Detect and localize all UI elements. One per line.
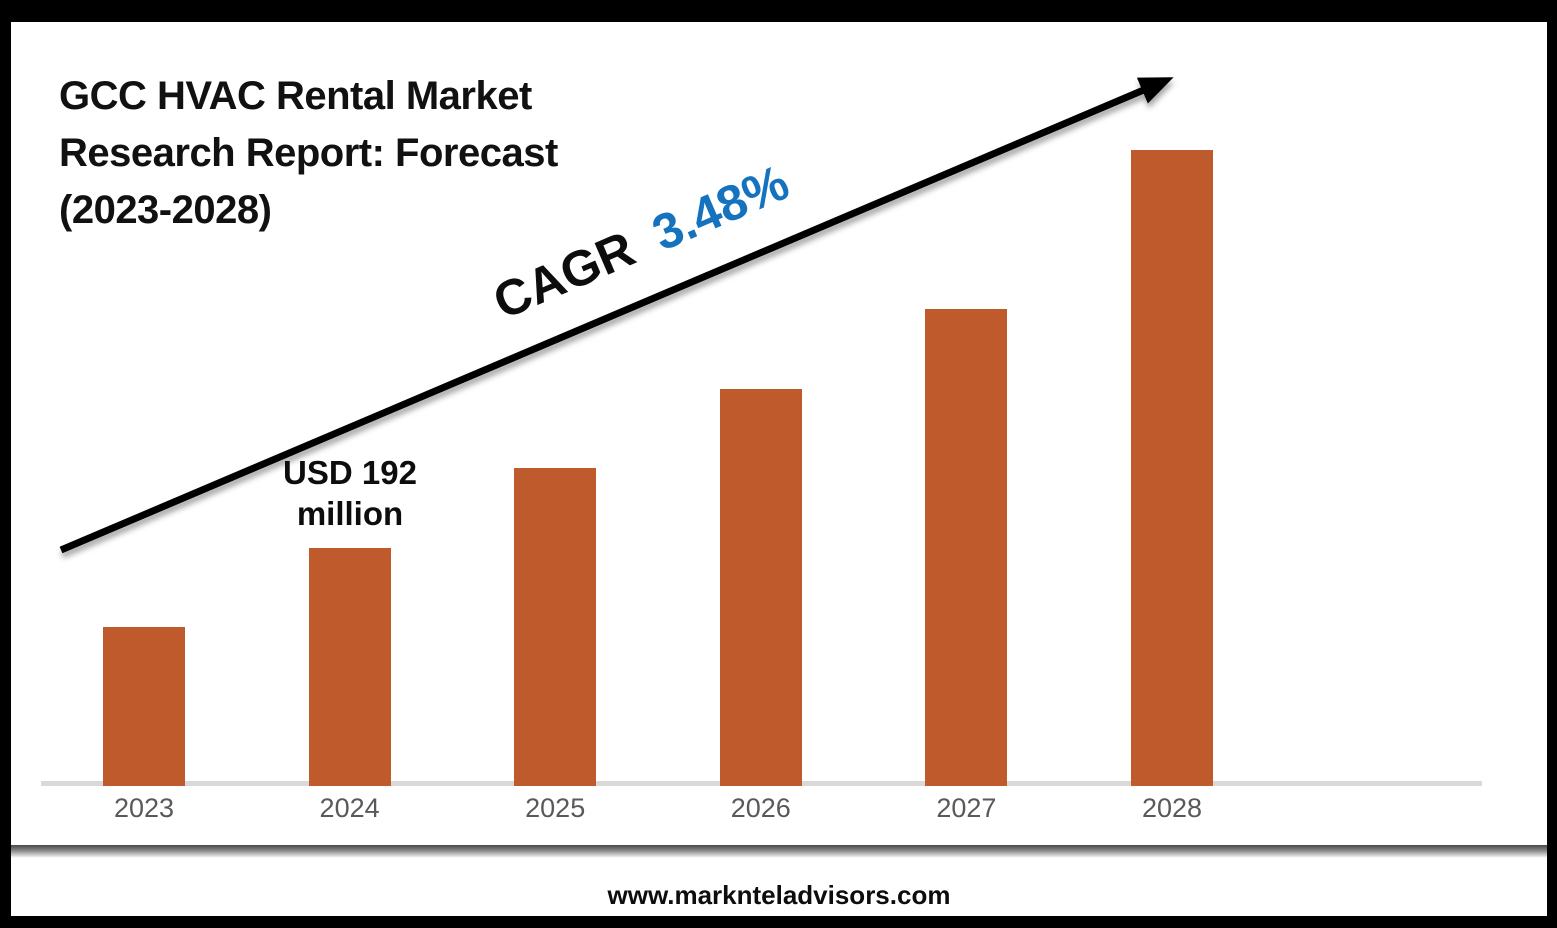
- bar-2025: [514, 468, 597, 786]
- x-tick-2024: 2024: [319, 793, 380, 823]
- bar-2024: [308, 547, 391, 786]
- data-label-2024: USD 192 million: [225, 452, 475, 534]
- chart-title-line-1: GCC HVAC Rental Market: [59, 74, 532, 118]
- chart-title: GCC HVAC Rental Market Research Report: …: [59, 68, 659, 239]
- bar-2027: [925, 309, 1008, 786]
- data-label-2024-line-1: USD 192: [283, 454, 417, 491]
- bar-2026: [719, 388, 802, 786]
- x-tick-2023: 2023: [113, 793, 175, 823]
- infographic-canvas: 2023 2024 2025 2026 2027 2028 GCC HVAC Rental…: [11, 22, 1547, 916]
- x-tick-2027: 2027: [936, 793, 997, 823]
- footer: www.marknteladvisors.com: [11, 880, 1547, 911]
- chart-title-line-3: (2023-2028): [59, 188, 272, 232]
- chart-title-line-2: Research Report: Forecast: [59, 131, 558, 175]
- bar-2028: [1131, 150, 1213, 786]
- bar-chart-plot-area: 2023 2024 2025 2026 2027 2028: [11, 22, 1547, 916]
- footer-divider-shadow: [11, 845, 1547, 858]
- website-url: www.marknteladvisors.com: [607, 880, 951, 910]
- bar-2023: [103, 627, 185, 786]
- x-tick-2028: 2028: [1141, 793, 1203, 823]
- data-label-2024-line-2: million: [296, 495, 404, 532]
- x-tick-2025: 2025: [525, 793, 586, 823]
- x-tick-2026: 2026: [730, 793, 791, 823]
- growth-trend-arrow-icon: [59, 77, 1174, 554]
